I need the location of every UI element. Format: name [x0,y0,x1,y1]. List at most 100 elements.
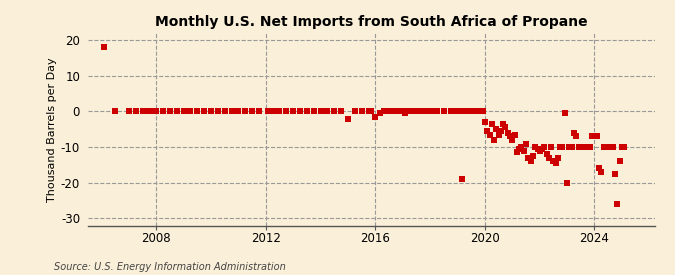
Point [482,129,493,133]
Point [495,129,506,133]
Point [110,109,121,114]
Point [137,109,148,114]
Point [557,145,568,149]
Point [425,109,435,114]
Point [400,111,410,116]
Point [610,172,620,176]
Point [294,109,305,114]
Point [484,132,495,137]
Point [329,109,340,114]
Point [124,109,134,114]
Point [601,145,612,149]
Point [612,202,622,206]
Point [254,109,265,114]
Point [578,145,589,149]
Point [398,109,408,114]
Point [302,109,313,114]
Point [402,109,413,114]
Point [564,145,574,149]
Point [439,109,450,114]
Point [370,115,381,119]
Point [509,132,520,137]
Point [411,109,422,114]
Point [423,109,433,114]
Point [130,109,141,114]
Point [446,109,456,114]
Point [493,132,504,137]
Point [409,109,420,114]
Point [178,109,189,114]
Point [608,145,618,149]
Point [603,145,614,149]
Point [537,147,547,151]
Point [472,109,483,114]
Point [267,109,278,114]
Point [560,111,570,116]
Point [605,145,616,149]
Point [375,111,385,116]
Point [580,145,591,149]
Point [475,109,486,114]
Point [365,109,376,114]
Point [391,109,402,114]
Point [507,138,518,142]
Title: Monthly U.S. Net Imports from South Africa of Propane: Monthly U.S. Net Imports from South Afri… [155,15,587,29]
Point [420,109,431,114]
Point [523,156,534,160]
Point [308,109,319,114]
Point [589,134,600,139]
Point [596,170,607,174]
Point [185,109,196,114]
Point [233,109,244,114]
Point [562,180,572,185]
Point [568,131,579,135]
Point [322,109,333,114]
Point [594,166,605,171]
Point [395,109,406,114]
Point [151,109,161,114]
Point [281,109,292,114]
Point [427,109,437,114]
Point [416,109,427,114]
Point [535,148,545,153]
Point [350,109,360,114]
Point [158,109,169,114]
Point [459,109,470,114]
Point [219,109,230,114]
Point [555,145,566,149]
Point [466,109,477,114]
Point [461,109,472,114]
Point [585,145,595,149]
Point [571,134,582,139]
Point [379,109,389,114]
Point [418,109,429,114]
Point [489,138,500,142]
Point [457,177,468,181]
Point [479,120,490,124]
Point [591,134,602,139]
Point [500,125,511,130]
Point [406,109,417,114]
Point [148,109,159,114]
Point [99,45,109,50]
Point [527,154,538,158]
Text: Source: U.S. Energy Information Administration: Source: U.S. Energy Information Administ… [54,262,286,272]
Point [505,134,516,139]
Point [516,145,526,149]
Point [512,150,522,155]
Point [263,109,273,114]
Point [226,109,237,114]
Point [454,109,465,114]
Point [502,131,513,135]
Point [587,134,597,139]
Point [518,148,529,153]
Point [450,109,461,114]
Point [144,109,155,114]
Point [431,109,442,114]
Point [240,109,250,114]
Point [468,109,479,114]
Point [525,159,536,164]
Point [543,156,554,160]
Point [583,145,593,149]
Point [404,109,415,114]
